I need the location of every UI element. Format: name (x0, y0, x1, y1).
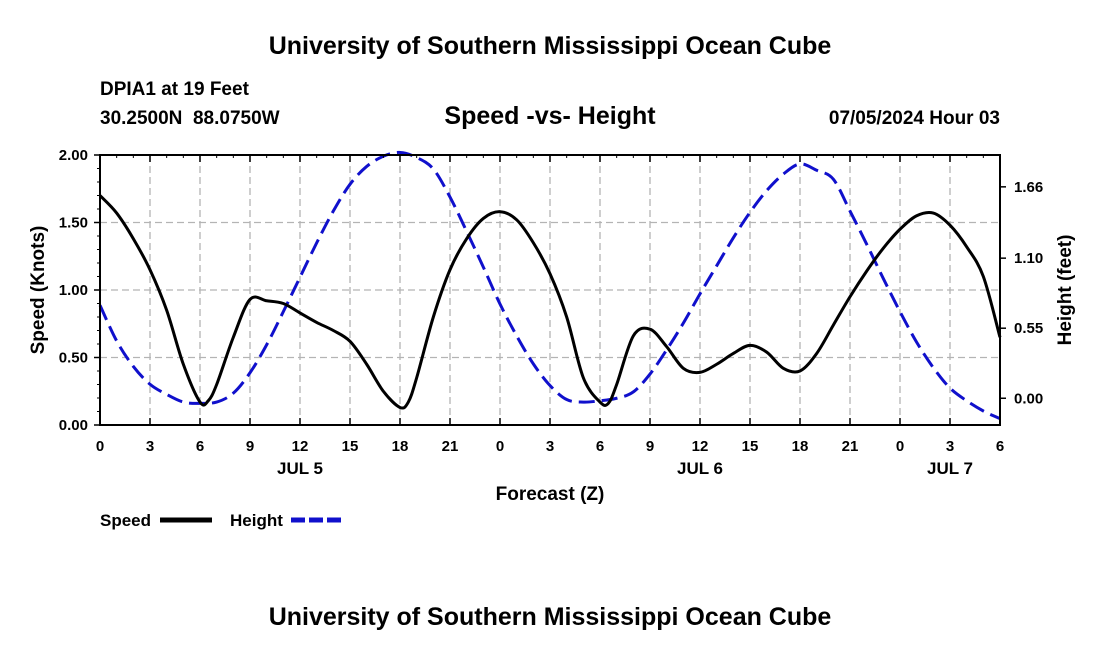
legend-height-label: Height (230, 511, 283, 530)
x-tick-label: 6 (196, 438, 204, 455)
x-tick-label: 21 (842, 438, 859, 455)
y2-tick-label: 0.55 (1014, 320, 1043, 337)
y-tick-label: 0.50 (59, 350, 88, 367)
date-label: JUL 7 (927, 459, 973, 478)
x-axis-label: Forecast (Z) (496, 484, 605, 505)
y-tick-label: 1.00 (59, 282, 88, 299)
x-tick-label: 6 (996, 438, 1004, 455)
x-tick-label: 9 (646, 438, 654, 455)
y2-tick-label: 1.10 (1014, 250, 1043, 267)
date-labels: JUL 5 JUL 6 JUL 7 (277, 459, 973, 478)
page-title: University of Southern Mississippi Ocean… (269, 32, 832, 60)
x-tick-label: 15 (742, 438, 759, 455)
y2-axis-ticks: 0.00 0.55 1.10 1.66 (1000, 179, 1043, 407)
height-line (98, 150, 1001, 420)
y-tick-label: 0.00 (59, 417, 88, 434)
x-tick-label: 21 (442, 438, 459, 455)
x-tick-label: 0 (896, 438, 904, 455)
x-tick-label: 0 (96, 438, 104, 455)
x-tick-label: 6 (596, 438, 604, 455)
y-axis-label: Speed (Knots) (28, 226, 49, 355)
x-tick-label: 12 (292, 438, 309, 455)
y-tick-label: 2.00 (59, 147, 88, 164)
y-axis-ticks: 0.00 0.50 1.00 1.50 2.00 (59, 147, 100, 434)
x-tick-label: 12 (692, 438, 709, 455)
speed-series (98, 194, 1002, 410)
station-location: 30.2500N 88.0750W (100, 108, 280, 129)
x-tick-label: 18 (792, 438, 809, 455)
y2-tick-label: 0.00 (1014, 390, 1043, 407)
x-tick-label: 3 (146, 438, 154, 455)
height-series (98, 150, 1001, 420)
x-tick-label: 9 (246, 438, 254, 455)
x-tick-label: 3 (546, 438, 554, 455)
legend-speed-label: Speed (100, 511, 151, 530)
footer-title: University of Southern Mississippi Ocean… (269, 603, 832, 631)
x-tick-label: 15 (342, 438, 359, 455)
legend: Speed Height (100, 511, 343, 530)
x-tick-label: 18 (392, 438, 409, 455)
chart-title: Speed -vs- Height (444, 102, 656, 130)
y2-axis-label: Height (feet) (1055, 235, 1076, 346)
x-tick-label: 0 (496, 438, 504, 455)
y2-tick-label: 1.66 (1014, 179, 1043, 196)
y-tick-label: 1.50 (59, 215, 88, 232)
speed-line (98, 194, 1002, 410)
date-label: JUL 5 (277, 459, 323, 478)
date-label: JUL 6 (677, 459, 723, 478)
forecast-timestamp: 07/05/2024 Hour 03 (829, 108, 1000, 129)
grid-lines (100, 155, 1000, 425)
x-tick-label: 3 (946, 438, 954, 455)
x-axis-ticks: 0 3 6 9 12 15 18 21 0 3 6 9 12 15 18 21 0 3 6 (96, 155, 1004, 455)
station-name: DPIA1 at 19 Feet (100, 79, 250, 100)
